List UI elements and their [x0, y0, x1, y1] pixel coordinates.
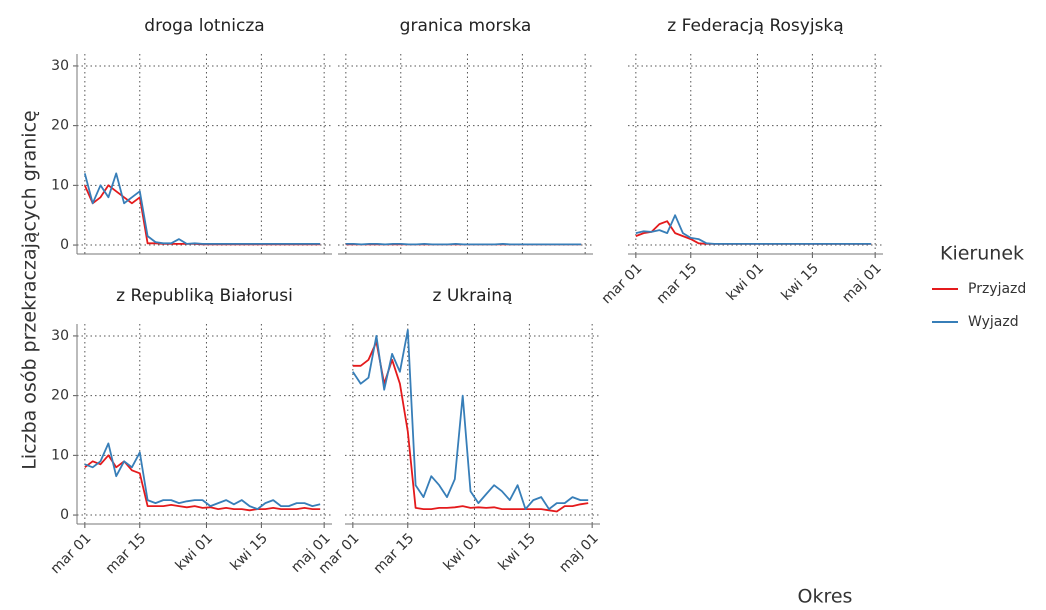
y-tick-label: 0: [60, 237, 69, 253]
x-axis-label: Okres: [798, 586, 853, 608]
facet-title: z Republiką Białorusi: [116, 286, 293, 306]
x-tick-label: maj 01: [556, 530, 602, 576]
x-tick-label: maj 01: [839, 260, 885, 306]
line: [83, 172, 321, 245]
y-tick-label: 10: [51, 177, 69, 193]
x-tick-label: mar 01: [599, 260, 646, 307]
x-tick-label: mar 15: [654, 260, 701, 307]
y-axis-label: Liczba osób przekraczających granicę: [19, 110, 41, 469]
line: [352, 329, 589, 510]
facet-title: z Federacją Rosyjską: [667, 16, 843, 36]
legend-label: Wyjazd: [968, 314, 1019, 330]
line: [84, 442, 321, 510]
line: [352, 341, 589, 513]
line: [84, 454, 321, 512]
x-tick-label: kwi 01: [440, 530, 484, 574]
x-tick-label: kwi 15: [227, 530, 271, 574]
x-tick-label: kwi 15: [495, 530, 539, 574]
x-tick-label: mar 01: [48, 530, 95, 577]
legend-title: Kierunek: [940, 243, 1024, 265]
y-tick-label: 30: [51, 58, 69, 74]
line: [345, 243, 582, 246]
y-tick-label: 20: [51, 118, 69, 134]
y-tick-label: 20: [51, 388, 69, 404]
x-tick-label: kwi 15: [778, 260, 822, 304]
y-tick-label: 30: [51, 328, 69, 344]
x-tick-label: mar 15: [371, 530, 418, 577]
facet-title: droga lotnicza: [144, 16, 264, 36]
x-tick-label: mar 15: [103, 530, 150, 577]
line: [635, 214, 872, 245]
x-tick-label: kwi 01: [723, 260, 767, 304]
x-tick-label: kwi 01: [172, 530, 216, 574]
legend-label: Przyjazd: [968, 281, 1026, 297]
y-tick-label: 10: [51, 447, 69, 463]
facet-title: granica morska: [400, 16, 532, 36]
y-tick-label: 0: [60, 507, 69, 523]
line: [83, 184, 321, 246]
facet-title: z Ukrainą: [433, 286, 513, 306]
